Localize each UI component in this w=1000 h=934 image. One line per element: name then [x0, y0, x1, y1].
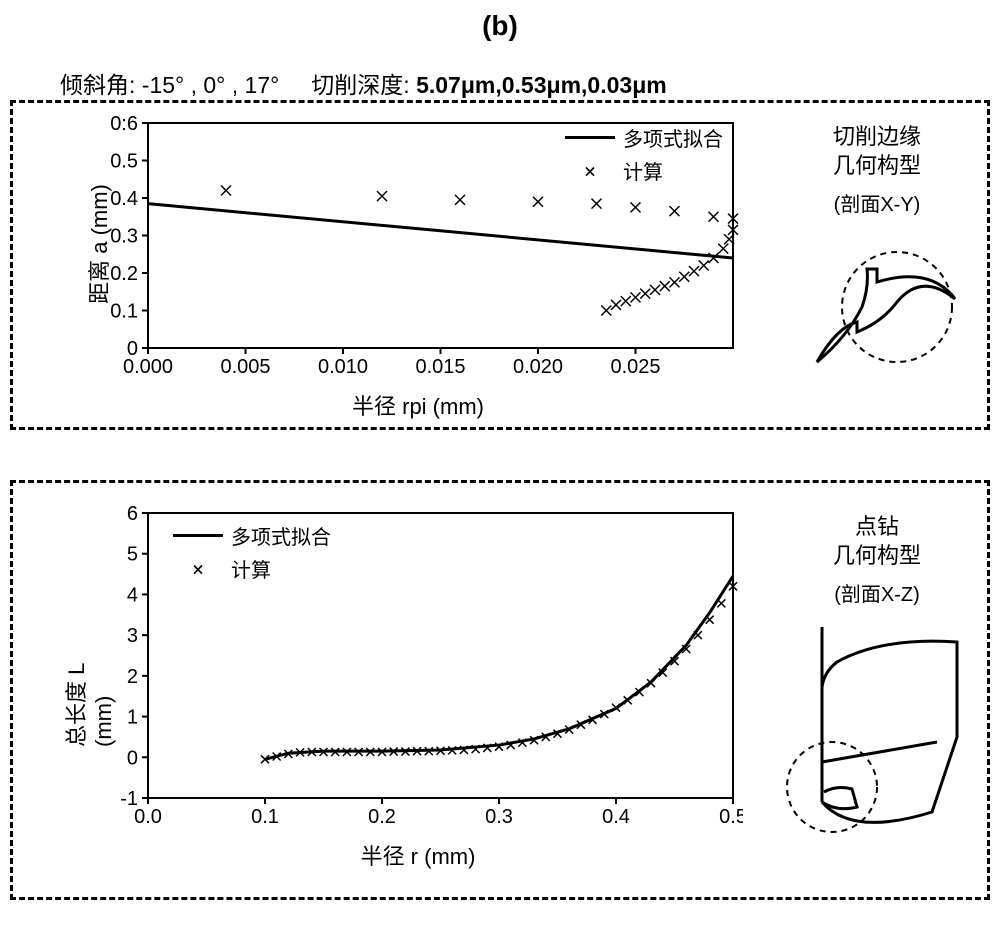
- legend-x-icon-2: ×: [173, 557, 223, 581]
- legend-calc-row-2: × 计算: [173, 554, 331, 583]
- point-drill-icon: [782, 617, 972, 847]
- depth-values: 5.07μm,0.53μm,0.03μm: [416, 72, 667, 98]
- svg-text:0.015: 0.015: [415, 356, 465, 378]
- chart1-xlabel: 半径 rpi (mm): [93, 389, 743, 421]
- svg-text:5: 5: [127, 544, 138, 566]
- svg-text:0.2: 0.2: [110, 263, 138, 285]
- chart1-ylabel: 距离 a (mm): [82, 184, 114, 304]
- chart2-area: 0.00.10.20.30.40.5-10123456 总长度 L (mm) 半…: [93, 503, 743, 843]
- tilt-values: -15° , 0° , 17°: [142, 72, 280, 98]
- legend-fit-row: 多项式拟合: [565, 123, 723, 152]
- svg-text:0.5: 0.5: [719, 806, 743, 828]
- chart2-legend: 多项式拟合 × 计算: [173, 521, 331, 587]
- legend-calc-label-2: 计算: [231, 554, 271, 583]
- cutting-edge-icon: [787, 227, 967, 397]
- panel-point-drill: 0.0 0.1 0.2 0.3 0.4 0.5 -1 0 1 2 3 4 5 6 总长度 L (mm) 半…: [10, 480, 990, 900]
- side-title-1: 切削边缘 几何构型: [777, 123, 977, 180]
- svg-text:0.005: 0.005: [220, 356, 270, 378]
- svg-text:0.4: 0.4: [602, 806, 630, 828]
- legend-x-icon: ×: [565, 159, 615, 183]
- side-title-2: 点钻 几何构型: [777, 513, 977, 570]
- svg-text:0.2: 0.2: [368, 806, 396, 828]
- svg-text:0.4: 0.4: [110, 188, 138, 210]
- svg-text:1: 1: [127, 707, 138, 729]
- side-panel-1: 切削边缘 几何构型 (剖面X-Y): [777, 123, 977, 402]
- svg-text:0.020: 0.020: [513, 356, 563, 378]
- depth-label: 切削深度:: [311, 72, 409, 98]
- chart1-area: 0.0000.0050.0100.0150.0200.02500.10.20.3…: [93, 113, 743, 393]
- legend-fit-row-2: 多项式拟合: [173, 521, 331, 550]
- legend-calc-label: 计算: [623, 156, 663, 185]
- svg-text:2: 2: [127, 666, 138, 688]
- figure-label: (b): [0, 10, 1000, 42]
- svg-text:0: 0: [127, 747, 138, 769]
- svg-text:0.3: 0.3: [485, 806, 513, 828]
- legend-line-icon: [565, 136, 615, 139]
- chart1-legend: 多项式拟合 × 计算: [565, 123, 723, 189]
- svg-text:0.025: 0.025: [610, 356, 660, 378]
- svg-text:6: 6: [127, 503, 138, 525]
- panel-cutting-edge: 0.0000.0050.0100.0150.0200.02500.10.20.3…: [10, 100, 990, 430]
- svg-text:0.1: 0.1: [110, 301, 138, 323]
- svg-text:4: 4: [127, 584, 138, 606]
- svg-text:0:6: 0:6: [110, 113, 138, 135]
- svg-text:0.010: 0.010: [318, 356, 368, 378]
- svg-text:0.3: 0.3: [110, 226, 138, 248]
- parameter-header: 倾斜角: -15° , 0° , 17° 切削深度: 5.07μm,0.53μm…: [60, 66, 667, 100]
- tilt-label: 倾斜角:: [60, 72, 135, 98]
- legend-calc-row: × 计算: [565, 156, 723, 185]
- svg-text:-1: -1: [120, 788, 138, 810]
- legend-line-icon-2: [173, 534, 223, 537]
- svg-text:0.5: 0.5: [110, 151, 138, 173]
- legend-fit-label: 多项式拟合: [623, 123, 723, 152]
- side-panel-2: 点钻 几何构型 (剖面X-Z): [777, 513, 977, 852]
- svg-text:3: 3: [127, 625, 138, 647]
- chart2-ylabel: 总长度 L (mm): [59, 617, 117, 747]
- svg-text:0.0: 0.0: [134, 806, 162, 828]
- svg-text:0.1: 0.1: [251, 806, 279, 828]
- side-sub-2: (剖面X-Z): [777, 578, 977, 607]
- side-sub-1: (剖面X-Y): [777, 188, 977, 217]
- chart2-xlabel: 半径 r (mm): [93, 839, 743, 871]
- legend-fit-label-2: 多项式拟合: [231, 521, 331, 550]
- svg-text:0: 0: [127, 338, 138, 360]
